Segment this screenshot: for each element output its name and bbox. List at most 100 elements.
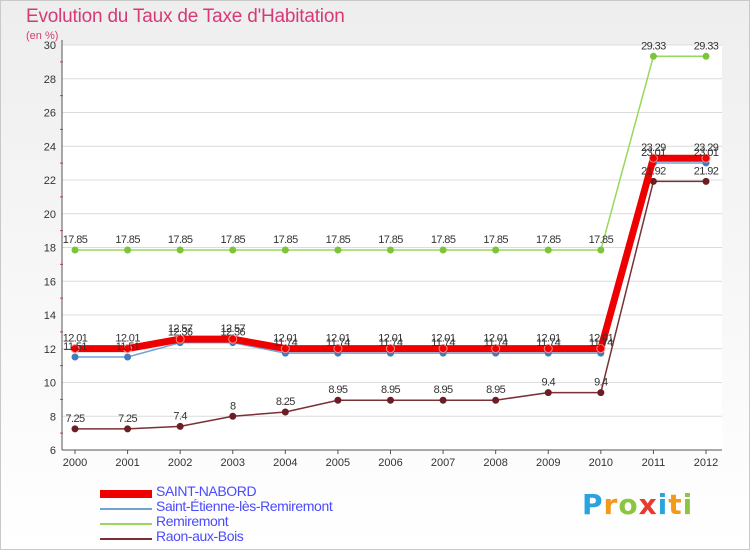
data-label: 11.74 [536, 337, 560, 349]
data-label: 29.33 [641, 40, 666, 52]
proxiti-logo: Proxiti [582, 488, 693, 521]
data-point [176, 422, 184, 430]
y-tick-label: 26 [44, 108, 56, 120]
data-point [544, 389, 552, 397]
data-label: 9.4 [542, 377, 556, 389]
data-label: 17.85 [168, 234, 193, 246]
data-point [702, 177, 710, 185]
data-label: 23.01 [641, 147, 666, 159]
x-tick-label: 2011 [642, 457, 666, 469]
legend-label: Raon-aux-Bois [156, 528, 244, 544]
data-point [386, 344, 395, 354]
chart-unit-label: (en %) [26, 30, 59, 42]
data-point [438, 344, 448, 354]
data-label: 12.01 [115, 333, 140, 345]
data-point [597, 389, 605, 397]
data-label: 12.01 [536, 333, 561, 345]
data-point [229, 412, 237, 420]
data-point [649, 52, 657, 60]
data-label: 8 [230, 400, 236, 412]
data-label: 12.01 [589, 333, 614, 345]
data-point [228, 334, 238, 344]
y-tick-label: 28 [44, 74, 56, 86]
x-tick-label: 2001 [115, 457, 139, 469]
data-label: 11.74 [326, 337, 350, 349]
y-tick-label: 18 [44, 243, 56, 255]
legend-label: Remiremont [156, 513, 229, 529]
data-label: 11.51 [116, 341, 140, 353]
logo-letter: t [668, 488, 683, 521]
data-point [71, 246, 79, 254]
data-point [334, 396, 342, 404]
x-tick-label: 2006 [378, 457, 402, 469]
data-point [439, 396, 447, 404]
y-tick-label: 8 [50, 411, 56, 423]
data-point [176, 246, 184, 254]
data-point [491, 344, 501, 354]
data-label: 17.85 [536, 234, 561, 246]
logo-letter: i [657, 488, 669, 521]
data-label: 7.4 [173, 410, 187, 422]
y-tick-label: 20 [44, 209, 56, 221]
data-point [597, 246, 605, 254]
y-tick-label: 10 [44, 378, 56, 390]
data-point [702, 52, 710, 60]
y-tick-label: 22 [44, 175, 56, 187]
data-label: 7.25 [65, 413, 84, 425]
data-point [175, 334, 185, 344]
data-point [71, 425, 79, 433]
data-label: 8.95 [381, 384, 400, 396]
x-tick-label: 2005 [326, 457, 350, 469]
data-label: 11.74 [273, 337, 297, 349]
chart-title: Evolution du Taux de Taxe d'Habitation [26, 6, 345, 27]
data-point [492, 396, 500, 404]
x-tick-label: 2002 [168, 457, 192, 469]
y-tick-label: 24 [44, 141, 56, 153]
legend-swatch [100, 490, 152, 498]
legend-label: SAINT-NABORD [156, 483, 257, 499]
data-label: 12.36 [168, 327, 193, 339]
x-tick-label: 2012 [694, 457, 718, 469]
data-point [492, 246, 500, 254]
data-label: 17.85 [273, 234, 298, 246]
data-label: 9.4 [594, 377, 608, 389]
legend-label: Saint-Étienne-lès-Remiremont [156, 498, 333, 514]
data-point [543, 344, 553, 354]
data-point [333, 344, 343, 354]
data-point [387, 246, 394, 254]
data-point [281, 246, 289, 254]
data-label: 17.85 [431, 234, 456, 246]
y-tick-label: 12 [44, 344, 56, 356]
legend-swatch [100, 523, 152, 525]
data-point [71, 353, 79, 361]
data-point [124, 353, 132, 361]
data-point [649, 177, 657, 185]
data-label: 17.85 [378, 234, 403, 246]
data-label: 11.74 [484, 337, 508, 349]
data-label: 21.92 [694, 165, 719, 177]
y-tick-label: 14 [44, 310, 56, 322]
data-label: 7.25 [118, 413, 137, 425]
data-label: 23.01 [694, 147, 719, 159]
logo-letter: r [603, 488, 619, 521]
data-label: 23.29 [694, 142, 719, 154]
data-label: 8.95 [486, 384, 505, 396]
data-label: 12.57 [220, 323, 245, 335]
data-point [334, 246, 342, 254]
legend-swatch [100, 508, 152, 510]
data-label: 12.01 [326, 333, 351, 345]
data-point [124, 425, 132, 433]
data-point [280, 344, 290, 354]
data-label: 21.92 [641, 165, 666, 177]
data-label: 17.85 [483, 234, 508, 246]
x-tick-label: 2007 [431, 457, 455, 469]
data-point [387, 396, 394, 404]
data-point [544, 246, 552, 254]
data-point [439, 246, 447, 254]
data-point [281, 408, 289, 416]
data-label: 12.01 [378, 333, 403, 345]
data-point [648, 153, 658, 163]
data-label: 17.85 [115, 234, 140, 246]
data-label: 11.74 [431, 337, 455, 349]
